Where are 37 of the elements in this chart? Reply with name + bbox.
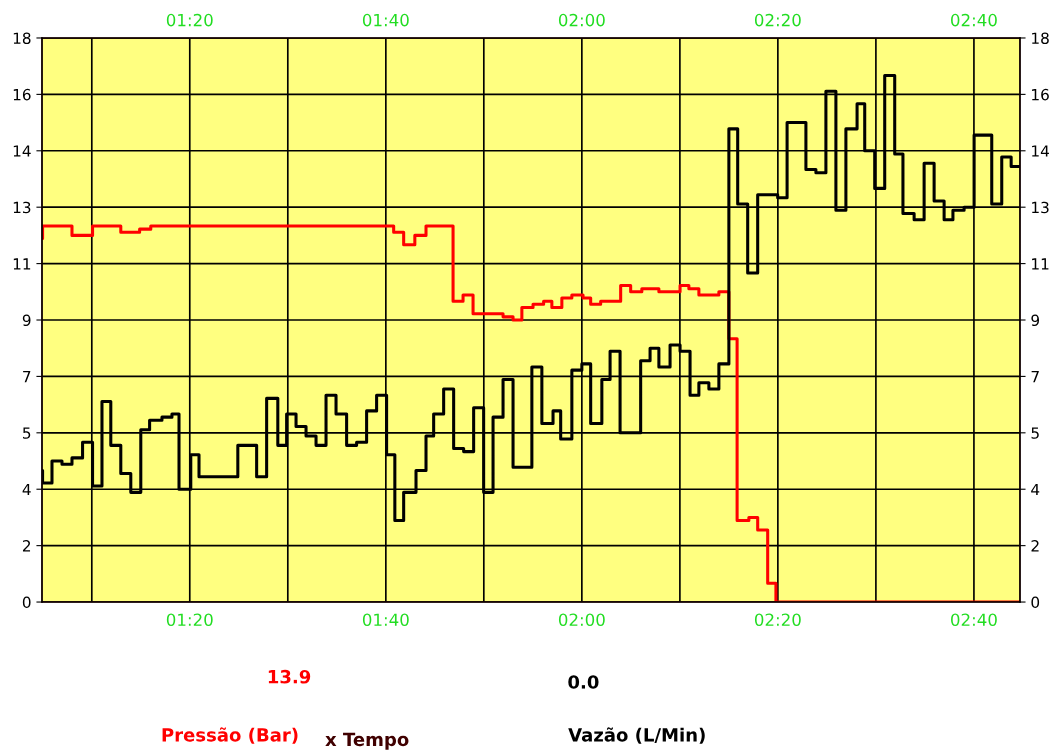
y2-tick-label: 4	[1031, 483, 1040, 496]
x-tick-label: 02:20	[754, 613, 801, 627]
y2-tick-label: 0	[1031, 596, 1040, 609]
y-tick-label: 18	[13, 32, 31, 44]
y2-tick-label: 16	[1032, 88, 1049, 101]
text: 0.0	[568, 675, 599, 689]
text: Pressão (Bar)	[162, 727, 298, 744]
y2-tick-label: 14	[1032, 145, 1049, 157]
y-tick-label: 2	[22, 540, 31, 552]
x2-tick-label: 02:40	[951, 13, 997, 27]
y2-tick-label: 2	[1031, 540, 1039, 552]
y-tick-label: 9	[22, 314, 31, 327]
y-tick-label: 7	[23, 371, 31, 383]
text: Vazão (L/Min)	[568, 727, 705, 744]
x2-tick-label: 01:20	[166, 13, 213, 27]
y2-tick-label: 11	[1032, 258, 1049, 270]
y2-tick-label: 18	[1032, 32, 1049, 44]
x2-tick-label: 02:20	[754, 13, 801, 27]
y2-tick-label: 7	[1031, 371, 1039, 383]
text: x Tempo	[325, 732, 409, 750]
y-tick-label: 4	[22, 483, 31, 496]
y2-tick-label: 5	[1031, 427, 1039, 439]
y-tick-label: 14	[13, 145, 31, 157]
x-tick-label: 02:40	[951, 613, 997, 627]
x-tick-label: 01:40	[362, 613, 409, 627]
y-tick-label: 13	[13, 201, 31, 214]
y-tick-label: 0	[22, 596, 31, 609]
x-tick-label: 02:00	[558, 613, 605, 627]
y-tick-label: 5	[23, 427, 31, 439]
x2-tick-label: 02:00	[558, 13, 605, 27]
y2-tick-label: 9	[1031, 314, 1040, 327]
y2-tick-label: 13	[1032, 201, 1049, 214]
text: 13.9	[268, 669, 311, 684]
x-tick-label: 01:20	[166, 613, 213, 627]
x2-tick-label: 01:40	[362, 13, 409, 27]
y-tick-label: 11	[13, 258, 31, 270]
y-tick-label: 16	[13, 88, 31, 101]
